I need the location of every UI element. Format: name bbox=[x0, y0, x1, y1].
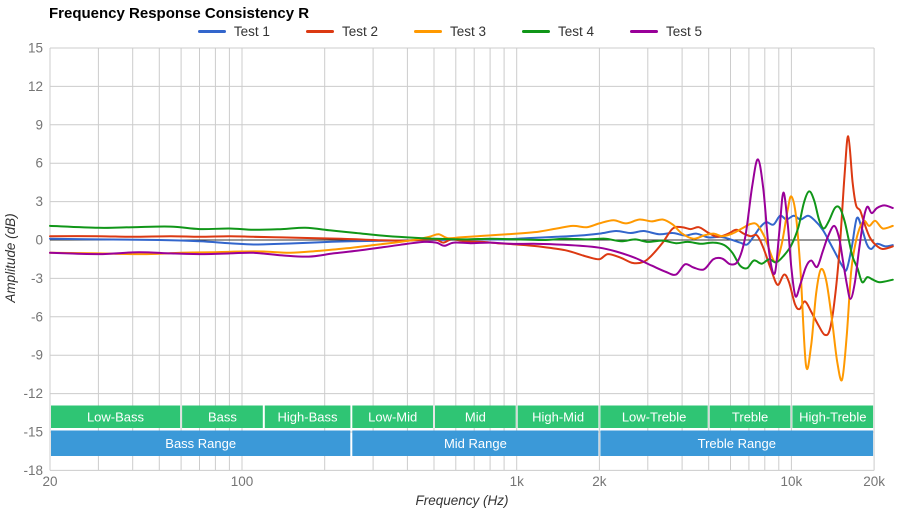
band-high-mid-label: High-Mid bbox=[532, 409, 584, 424]
band-treble-label: Treble bbox=[732, 409, 768, 424]
y-tick-label: 9 bbox=[35, 117, 43, 132]
band-bass-range bbox=[51, 430, 351, 456]
x-tick-label: 2k bbox=[592, 474, 607, 489]
legend-line-swatch bbox=[413, 30, 442, 33]
band-treble-range-label: Treble Range bbox=[698, 436, 776, 451]
y-tick-label: -9 bbox=[31, 348, 43, 363]
band-high-mid bbox=[517, 405, 599, 428]
band-low-mid bbox=[352, 405, 433, 428]
x-tick-label: 10k bbox=[781, 474, 803, 489]
series-line-test-5 bbox=[49, 158, 894, 300]
legend-label: Test 5 bbox=[666, 24, 703, 39]
legend-item-test-5: Test 5 bbox=[630, 24, 702, 39]
series-line-test-3 bbox=[49, 195, 894, 382]
y-tick-label: 0 bbox=[35, 233, 43, 248]
x-tick-label: 1k bbox=[510, 474, 525, 489]
y-tick-label: -15 bbox=[23, 425, 43, 440]
band-bass bbox=[182, 405, 263, 428]
band-low-mid-label: Low-Mid bbox=[368, 409, 417, 424]
x-tick-label: 100 bbox=[231, 474, 254, 489]
band-high-bass bbox=[264, 405, 351, 428]
x-axis-title: Frequency (Hz) bbox=[415, 493, 508, 508]
band-mid-label: Mid bbox=[465, 409, 486, 424]
x-tick-label: 20 bbox=[42, 474, 57, 489]
series-line-test-2 bbox=[49, 135, 894, 337]
band-treble bbox=[709, 405, 791, 428]
legend-label: Test 1 bbox=[233, 24, 270, 39]
y-tick-label: -18 bbox=[23, 463, 43, 478]
y-tick-label: 12 bbox=[28, 79, 43, 94]
band-low-treble bbox=[600, 405, 708, 428]
legend-item-test-4: Test 4 bbox=[522, 24, 594, 39]
band-high-treble bbox=[792, 405, 874, 428]
frequency-bands: Low-Bass Bass High-Bass Low-Mid Mid High-Mid L… bbox=[51, 405, 874, 456]
y-tick-label: -12 bbox=[23, 386, 43, 401]
series-lines bbox=[49, 135, 894, 382]
band-mid bbox=[435, 405, 516, 428]
legend-label: Test 3 bbox=[449, 24, 487, 39]
chart-title: Frequency Response Consistency R bbox=[49, 5, 310, 22]
band-treble-range bbox=[600, 430, 874, 456]
y-tick-label: -3 bbox=[31, 271, 43, 286]
band-high-treble-label: High-Treble bbox=[799, 409, 866, 424]
band-mid-range-label: Mid Range bbox=[444, 436, 507, 451]
band-mid-range bbox=[352, 430, 599, 456]
series-line-test-4 bbox=[49, 190, 894, 284]
legend-item-test-1: Test 1 bbox=[197, 24, 270, 39]
band-bass-label: Bass bbox=[208, 409, 237, 424]
band-low-bass bbox=[51, 405, 181, 428]
legend-label: Test 4 bbox=[558, 24, 595, 39]
x-tick-label: 20k bbox=[863, 474, 885, 489]
band-bass-range-label: Bass Range bbox=[165, 436, 236, 451]
legend-line-swatch bbox=[522, 30, 551, 33]
legend: Test 1 Test 2 Test 3 Test 4 Test 5 bbox=[0, 24, 900, 39]
legend-line-swatch bbox=[305, 30, 334, 33]
legend-item-test-2: Test 2 bbox=[305, 24, 378, 39]
legend-line-swatch bbox=[630, 30, 659, 33]
legend-item-test-3: Test 3 bbox=[413, 24, 487, 39]
legend-label: Test 2 bbox=[341, 24, 378, 39]
band-low-bass-label: Low-Bass bbox=[87, 409, 145, 424]
y-tick-label: -6 bbox=[31, 309, 43, 324]
band-high-bass-label: High-Bass bbox=[278, 409, 338, 424]
y-axis-title: Amplitude (dB) bbox=[3, 213, 18, 303]
y-tick-label: 6 bbox=[35, 156, 43, 171]
y-tick-label: 3 bbox=[35, 194, 43, 209]
legend-line-swatch bbox=[197, 30, 226, 33]
band-low-treble-label: Low-Treble bbox=[622, 409, 687, 424]
y-tick-label: 15 bbox=[28, 41, 43, 56]
